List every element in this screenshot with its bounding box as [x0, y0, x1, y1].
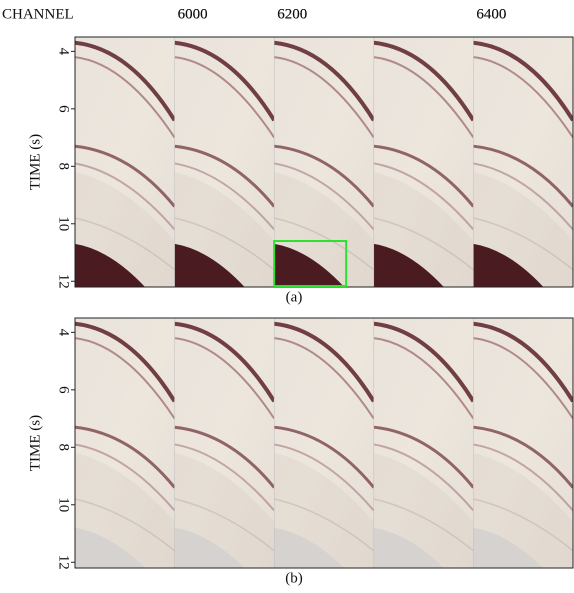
ground-roll-removed [473, 527, 544, 568]
gather [75, 37, 175, 287]
ground-roll-removed [75, 527, 145, 568]
panel-caption: (a) [286, 289, 303, 305]
event-arc [274, 443, 374, 512]
panel-frame [74, 317, 574, 569]
event-arc [473, 321, 573, 403]
event-arc [174, 321, 275, 403]
panel-caption: (b) [285, 570, 303, 586]
event-arc [75, 217, 175, 271]
y-tick-label: 10 [56, 497, 72, 512]
event-arc [373, 144, 474, 208]
gather [274, 37, 374, 287]
event-arc [473, 337, 573, 420]
event-arc [373, 162, 474, 231]
event-arc [373, 443, 474, 512]
event-arc [473, 498, 573, 552]
event-arc [373, 56, 474, 139]
y-tick-label: 12 [56, 555, 72, 570]
y-tick-label: 6 [56, 386, 72, 394]
event-arc [274, 337, 374, 420]
y-tick-label: 6 [56, 105, 72, 113]
y-axis-label: TIME (s) [27, 134, 43, 190]
event-arc [373, 321, 474, 403]
event-arc [174, 56, 275, 139]
event-arc [174, 425, 275, 489]
event-arc [473, 425, 573, 489]
event-arc [75, 162, 175, 231]
event-arc [473, 443, 573, 512]
y-tick-label: 8 [56, 163, 72, 171]
highlight-box [273, 240, 348, 288]
event-arc [373, 40, 474, 122]
event-arc [75, 337, 175, 420]
ground-roll-removed [373, 527, 444, 568]
event-arc [274, 56, 374, 139]
ground-roll [174, 243, 245, 287]
gather [174, 37, 275, 287]
x-tick-label: 6200 [277, 6, 307, 22]
event-arc [274, 162, 374, 231]
ground-roll [75, 243, 145, 287]
event-arc [75, 144, 175, 208]
event-arc [274, 40, 374, 122]
ground-roll-removed [274, 527, 345, 568]
event-arc [473, 40, 573, 122]
x-tick-label: 6000 [178, 6, 208, 22]
y-tick-label: 4 [56, 329, 72, 337]
event-arc [75, 425, 175, 489]
event-arc [75, 40, 175, 122]
x-tick-label: 6400 [476, 6, 506, 22]
event-arc [274, 321, 374, 403]
x-axis-label: CHANNEL [2, 6, 74, 22]
event-arc [373, 498, 474, 552]
event-arc [174, 217, 275, 271]
event-arc [75, 498, 175, 552]
event-arc [274, 144, 374, 208]
ground-roll [274, 243, 345, 287]
gather [274, 318, 374, 568]
y-tick-label: 12 [56, 274, 72, 289]
ground-roll [373, 243, 444, 287]
gather [473, 37, 573, 287]
gather [75, 318, 175, 568]
event-arc [373, 337, 474, 420]
event-arc [174, 162, 275, 231]
event-arc [473, 144, 573, 208]
gather [473, 318, 573, 568]
event-arc [75, 443, 175, 512]
x-tick-label: 6000 [178, 6, 208, 22]
event-arc [75, 56, 175, 139]
y-tick-label: 10 [56, 216, 72, 231]
event-arc [174, 40, 275, 122]
gather [373, 318, 474, 568]
y-tick-label: 4 [56, 48, 72, 56]
x-tick-label: 6200 [277, 6, 307, 22]
event-arc [274, 217, 374, 271]
y-axis-label: TIME (s) [27, 415, 43, 471]
event-arc [274, 498, 374, 552]
event-arc [174, 144, 275, 208]
x-tick-label: 6400 [476, 6, 506, 22]
event-arc [373, 425, 474, 489]
event-arc [473, 56, 573, 139]
event-arc [174, 337, 275, 420]
gather [174, 318, 275, 568]
event-arc [174, 443, 275, 512]
ground-roll [473, 243, 544, 287]
y-tick-label: 8 [56, 444, 72, 452]
event-arc [373, 217, 474, 271]
ground-roll-removed [174, 527, 245, 568]
event-arc [473, 217, 573, 271]
event-arc [75, 321, 175, 403]
event-arc [274, 425, 374, 489]
event-arc [473, 162, 573, 231]
gather [373, 37, 474, 287]
event-arc [174, 498, 275, 552]
